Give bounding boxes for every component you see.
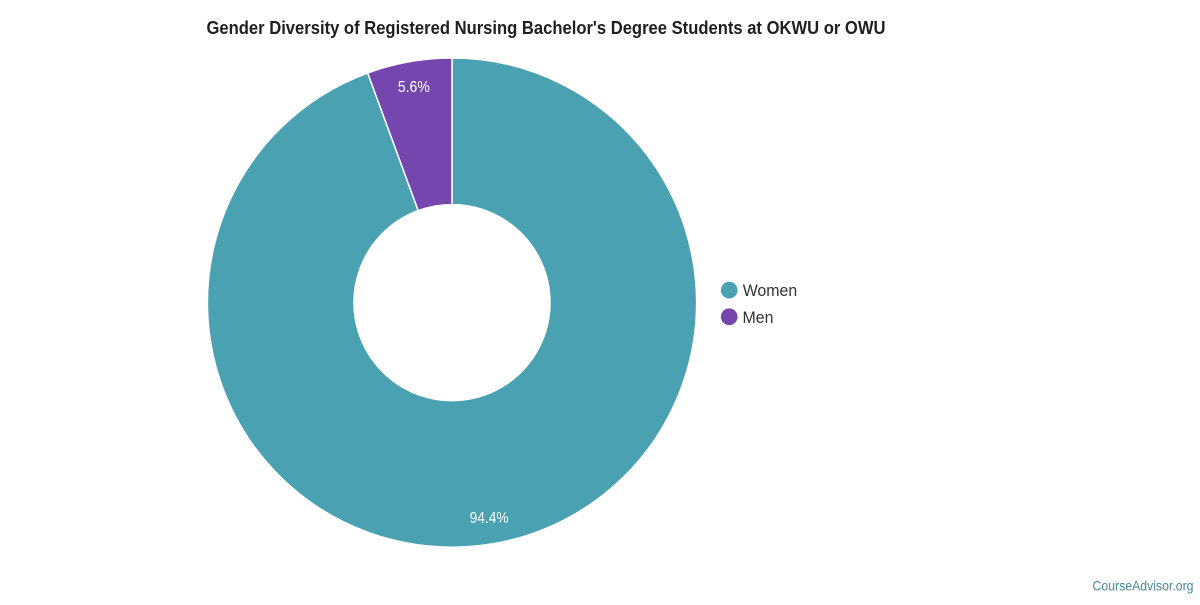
svg-text:5.6%: 5.6% <box>398 79 430 96</box>
svg-text:94.4%: 94.4% <box>470 510 509 527</box>
svg-text:Men: Men <box>743 308 774 327</box>
svg-text:Gender Diversity of Registered: Gender Diversity of Registered Nursing B… <box>207 18 886 38</box>
svg-text:Women: Women <box>743 281 798 300</box>
svg-text:CourseAdvisor.org: CourseAdvisor.org <box>1093 579 1194 594</box>
